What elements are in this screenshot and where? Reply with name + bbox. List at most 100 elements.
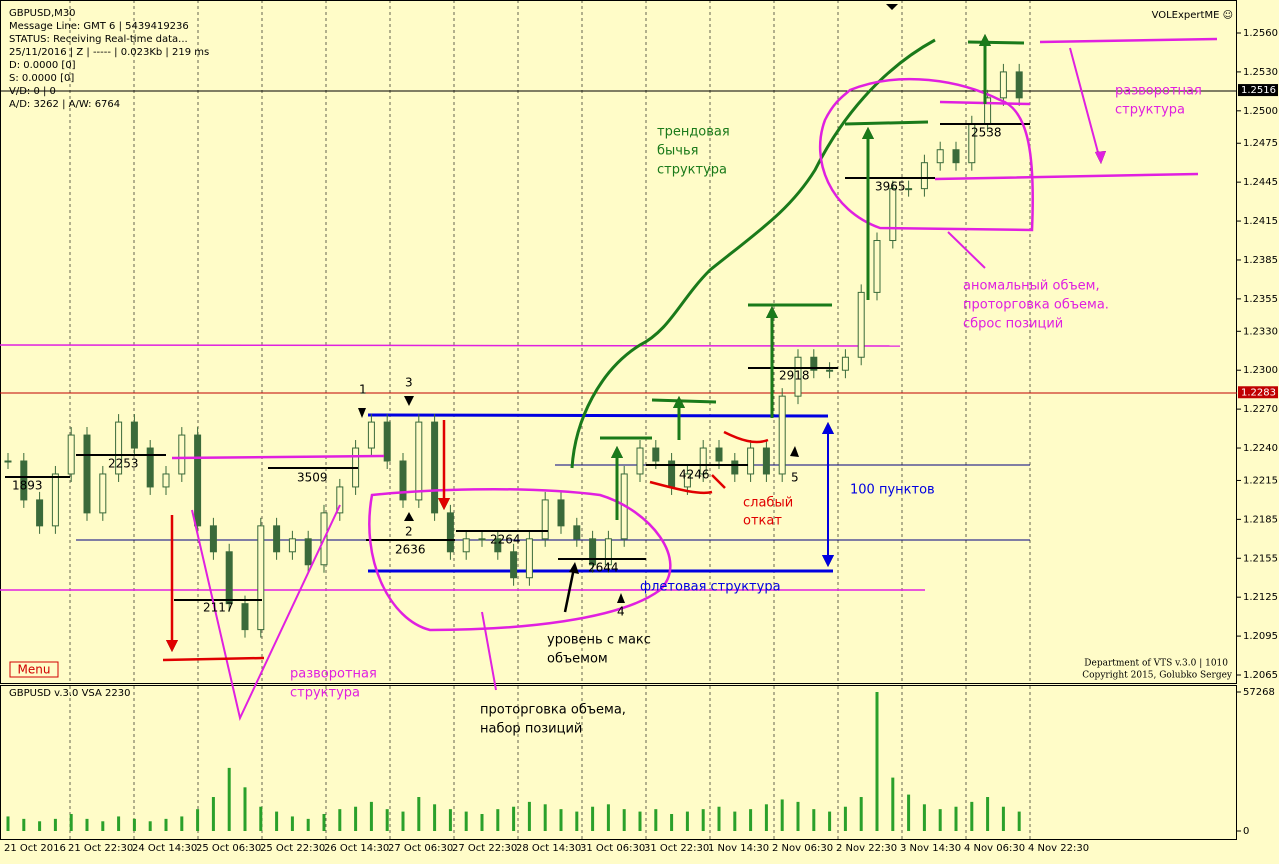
annotation: разворотная	[1115, 84, 1202, 99]
candle-body	[747, 447, 755, 475]
time-tick-label: 21 Oct 22:30	[68, 843, 133, 854]
candle-body	[557, 499, 565, 527]
volume-levels	[5, 123, 1030, 601]
candle-body	[1015, 71, 1023, 99]
volume-bar	[591, 806, 595, 831]
level-label: 2264	[490, 533, 521, 547]
annotations: трендовая бычья структура разворотная ст…	[290, 84, 1202, 737]
volume-bar	[117, 816, 121, 831]
candle-body	[367, 421, 375, 449]
candle-body	[130, 421, 138, 449]
header-line: A/D: 3262 | A/W: 6764	[9, 99, 120, 110]
annotation: уровень с макс	[547, 633, 651, 648]
price-tick-label: 1.2270	[1243, 404, 1278, 415]
price-tick-label: 1.2500	[1243, 106, 1278, 117]
candle-body	[146, 447, 154, 488]
volume-bar	[606, 804, 610, 831]
volume-bar	[543, 804, 547, 831]
menu-button[interactable]	[9, 661, 59, 678]
level-label: 2117	[203, 601, 234, 615]
volume-bar	[891, 777, 895, 831]
brand: VOLExpertME ☺	[1152, 10, 1233, 21]
annotation: флетовая структура	[640, 580, 781, 595]
level-label: 2253	[108, 457, 139, 471]
price-tick-label: 1.2560	[1243, 28, 1278, 39]
volume-bar	[290, 816, 294, 831]
time-tick-label: 26 Oct 14:30	[324, 843, 389, 854]
time-tick-label: 4 Nov 06:30	[964, 843, 1025, 854]
candle-body	[920, 162, 928, 190]
volume-bar	[733, 811, 737, 831]
candle-body	[257, 525, 265, 631]
candle-body	[952, 149, 960, 164]
candle-body	[873, 240, 881, 293]
volume-bar	[433, 804, 437, 831]
volume-bar	[38, 821, 42, 831]
marker: 5	[791, 471, 799, 485]
annotation: сброс позиций	[963, 317, 1063, 332]
volume-bar	[796, 801, 800, 831]
volume-bar	[196, 809, 200, 831]
price-tag	[1238, 84, 1278, 97]
candle-body	[652, 447, 660, 462]
volume-bar	[480, 814, 484, 831]
volume-tick-label: 0	[1243, 826, 1249, 837]
volume-bar	[53, 818, 57, 831]
candle-body	[841, 356, 849, 371]
candle-body	[478, 538, 486, 541]
volume-bar	[306, 818, 310, 831]
annotation: проторговка объема.	[963, 298, 1109, 313]
volume-bar	[448, 809, 452, 831]
candle-body	[383, 421, 391, 462]
time-tick-label: 4 Nov 22:30	[1028, 843, 1089, 854]
volume-bar	[859, 797, 863, 831]
candle-body	[336, 486, 344, 514]
candles	[4, 63, 1023, 638]
level-label: 2644	[588, 561, 619, 575]
candle-body	[209, 525, 217, 553]
header-line: S: 0.0000 [0]	[9, 73, 74, 84]
volume-bar	[496, 809, 500, 831]
volume-bar	[322, 814, 326, 831]
header-line: STATUS: Receiving Real-time data...	[9, 34, 188, 45]
candle-body	[36, 499, 44, 527]
candle-body	[241, 603, 249, 631]
annotation: трендовая	[657, 125, 730, 140]
arrow-heads	[166, 4, 1106, 652]
time-tick-label: 27 Oct 22:30	[452, 843, 517, 854]
candle-body	[541, 499, 549, 540]
level-label: 3509	[297, 471, 328, 485]
marker: 2	[405, 525, 413, 539]
candle-body	[794, 356, 802, 397]
volume-bar	[764, 804, 768, 831]
menu-label[interactable]: Menu	[18, 663, 51, 677]
volume-title: GBPUSD v.3.0 VSA 2230	[9, 688, 130, 699]
annotation: 100 пунктов	[850, 483, 935, 498]
volume-bar	[354, 806, 358, 831]
volume-tick-label: 57268	[1243, 687, 1275, 698]
volume-bar	[907, 794, 911, 831]
header-line: Message Line: GMT 6 | 5439419236	[9, 21, 189, 32]
volume-bar	[828, 811, 832, 831]
candle-body	[273, 525, 281, 553]
time-tick-label: 24 Oct 14:30	[132, 843, 197, 854]
price-tag-label: 1.2283	[1241, 387, 1276, 398]
level-label: 4246	[679, 468, 710, 482]
price-tag	[1238, 386, 1278, 399]
price-tick-label: 1.2215	[1243, 475, 1278, 486]
header-line: D: 0.0000 [0]	[9, 60, 76, 71]
main-panel	[0, 0, 1237, 684]
volume-bar	[527, 801, 531, 831]
candle-body	[431, 421, 439, 514]
time-tick-label: 2 Nov 22:30	[836, 843, 897, 854]
time-tick-label: 2 Nov 06:30	[772, 843, 833, 854]
volume-bar	[369, 801, 373, 831]
price-tick-label: 1.2445	[1243, 177, 1278, 188]
time-tick-label: 31 Oct 22:30	[644, 843, 709, 854]
candle-body	[51, 473, 59, 527]
candle-body	[857, 291, 865, 358]
volume-bar	[875, 692, 879, 831]
volume-bar	[464, 811, 468, 831]
price-tick-label: 1.2530	[1243, 67, 1278, 78]
